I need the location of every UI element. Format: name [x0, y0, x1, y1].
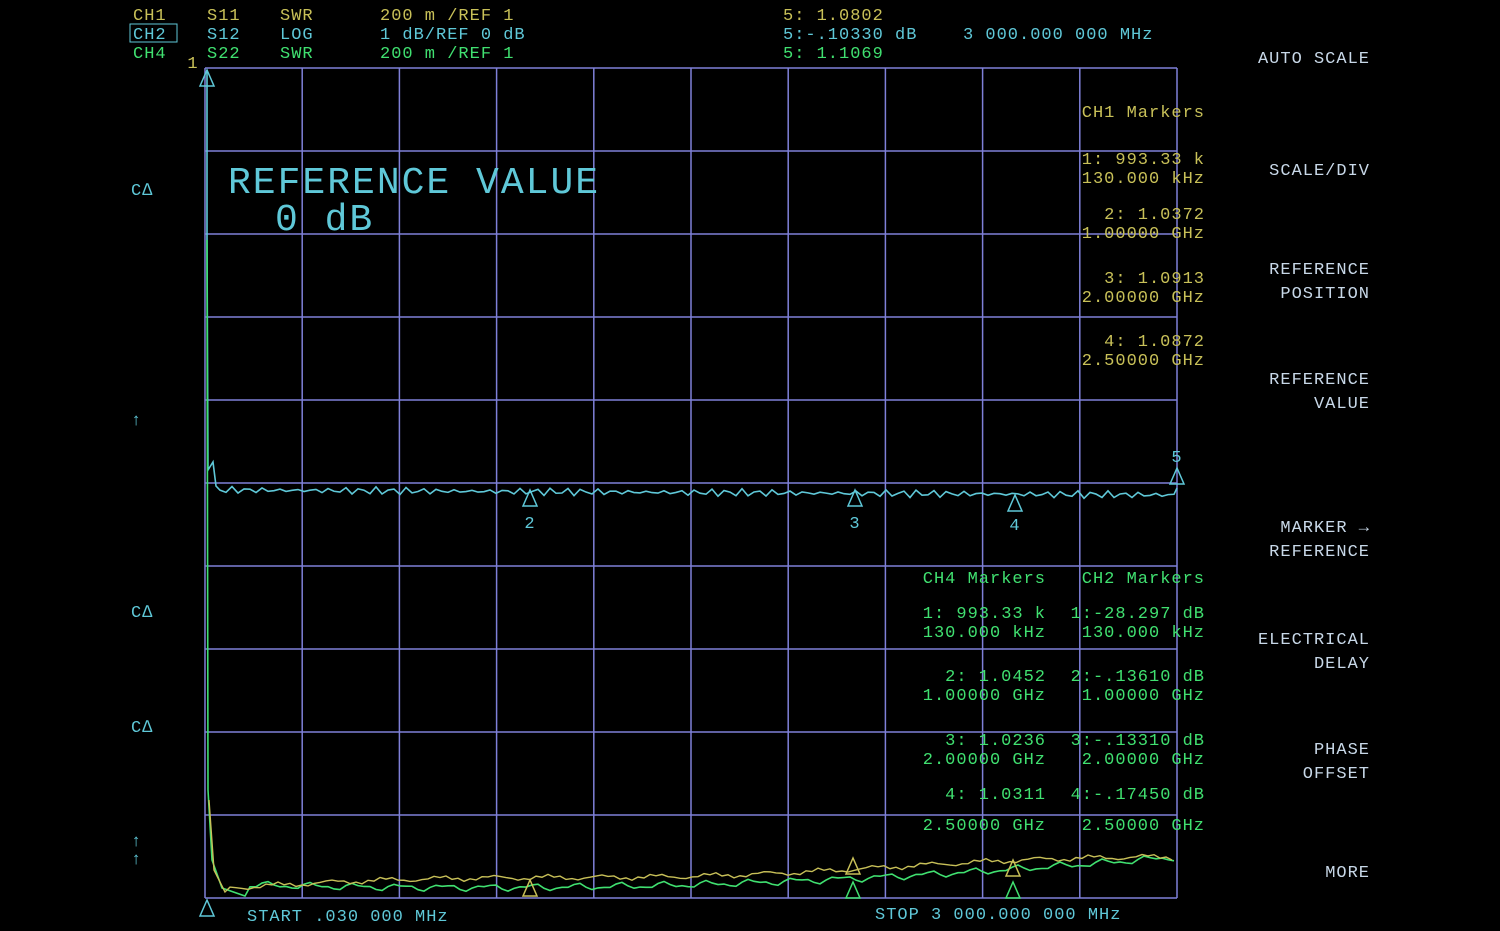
overlay-value: 0 dB	[275, 199, 374, 242]
softkey-label: MARKER →	[1280, 519, 1370, 538]
marker-entry: 1.00000 GHz	[923, 687, 1046, 706]
marker-entry: 2.50000 GHz	[923, 817, 1046, 836]
marker-table-title: CH1 Markers	[1082, 104, 1205, 123]
frequency-readout: 3 000.000 000 MHz	[963, 26, 1153, 45]
marker-triangle	[846, 488, 864, 507]
channel-setting: CH1	[133, 7, 167, 26]
left-label: C∆	[131, 182, 153, 201]
active-channel-box	[129, 23, 178, 43]
marker-triangle	[198, 68, 216, 87]
softkey-label: ELECTRICAL	[1258, 631, 1370, 650]
marker-entry: 3: 1.0913	[1104, 270, 1205, 289]
left-label: ↑	[131, 412, 142, 431]
trace-marker-label: 1	[187, 55, 198, 74]
marker-entry: 2.00000 GHz	[1082, 289, 1205, 308]
grid	[204, 67, 1178, 899]
marker-entry: 4:-.17450 dB	[1071, 786, 1205, 805]
softkey-area[interactable]	[1215, 30, 1385, 900]
channel-setting: SWR	[280, 7, 314, 26]
channel-setting: 200 m /REF 1	[380, 45, 514, 64]
marker-readout: 5:-.10330 dB	[783, 26, 917, 45]
marker-entry: 130.000 kHz	[923, 624, 1046, 643]
texts: CH1 S11 SWR 200 m /REF 1 CH2 S12 LOG 1 dB/REF 0…	[129, 7, 1385, 927]
marker-entry: 1:-28.297 dB	[1071, 605, 1205, 624]
marker-entry: 1.00000 GHz	[1082, 687, 1205, 706]
left-label: C∆	[131, 719, 153, 738]
softkey-label: POSITION	[1280, 285, 1370, 304]
marker-entry: 2: 1.0372	[1104, 206, 1205, 225]
marker-entry: 1: 993.33 k	[923, 605, 1046, 624]
marker-entry: 1: 993.33 k	[1082, 151, 1205, 170]
marker-readout: 5: 1.1069	[783, 45, 884, 64]
marker-table-title: CH4 Markers	[923, 570, 1046, 589]
softkey-label: OFFSET	[1303, 765, 1370, 784]
stop-frequency: STOP 3 000.000 000 MHz	[875, 906, 1121, 925]
marker-table-title: CH2 Markers	[1082, 570, 1205, 589]
marker-entry: 2: 1.0452	[945, 668, 1046, 687]
left-label: C∆	[131, 604, 153, 623]
trace-marker-label: 2	[524, 515, 535, 534]
marker-entry: 4: 1.0872	[1104, 333, 1205, 352]
marker-entry: 3:-.13310 dB	[1071, 732, 1205, 751]
marker-entry: 2.50000 GHz	[1082, 817, 1205, 836]
trace-marker-label: 3	[849, 515, 860, 534]
trace-marker-label: 4	[1009, 517, 1020, 536]
marker-entry: 3: 1.0236	[945, 732, 1046, 751]
marker-entry: 1.00000 GHz	[1082, 225, 1205, 244]
channel-setting: LOG	[280, 26, 314, 45]
softkey-label: REFERENCE	[1269, 261, 1370, 280]
marker-triangle	[1004, 880, 1022, 899]
marker-triangle	[1006, 493, 1024, 512]
marker-entry: 130.000 kHz	[1082, 170, 1205, 189]
softkey-label: REFERENCE	[1269, 543, 1370, 562]
channel-setting: 1 dB/REF 0 dB	[380, 26, 526, 45]
marker-entry: 2:-.13610 dB	[1071, 668, 1205, 687]
softkey-label: DELAY	[1314, 655, 1370, 674]
marker-triangle	[521, 878, 539, 897]
channel-setting: 200 m /REF 1	[380, 7, 514, 26]
start-frequency: START .030 000 MHz	[247, 908, 449, 927]
marker-entry: 2.50000 GHz	[1082, 352, 1205, 371]
marker-triangle	[198, 898, 216, 917]
marker-entry: 2.00000 GHz	[1082, 751, 1205, 770]
softkey-label: AUTO SCALE	[1258, 50, 1370, 69]
marker-triangle	[844, 856, 862, 875]
softkey-label: PHASE	[1314, 741, 1370, 760]
channel-setting: S12	[207, 26, 241, 45]
marker-entry: 2.00000 GHz	[923, 751, 1046, 770]
channel-setting: SWR	[280, 45, 314, 64]
left-label: ↑	[131, 851, 142, 870]
overlay-title: REFERENCE VALUE	[228, 162, 600, 205]
softkey-label: MORE	[1325, 864, 1370, 883]
marker-readout: 5: 1.0802	[783, 7, 884, 26]
left-label: ↑	[131, 833, 142, 852]
marker-triangle	[1168, 466, 1186, 485]
softkey-label: REFERENCE	[1269, 371, 1370, 390]
channel-setting: CH2	[133, 26, 167, 45]
channel-setting: CH4	[133, 45, 167, 64]
marker-triangle	[521, 488, 539, 507]
softkey-label: VALUE	[1314, 395, 1370, 414]
trace-marker-label: 5	[1171, 449, 1182, 468]
marker-entry: 130.000 kHz	[1082, 624, 1205, 643]
traces	[198, 68, 1186, 917]
softkey-label: SCALE/DIV	[1269, 162, 1370, 181]
marker-entry: 4: 1.0311	[945, 786, 1046, 805]
channel-setting: S22	[207, 45, 241, 64]
marker-triangle	[1004, 858, 1022, 877]
marker-triangle	[844, 880, 862, 899]
channel-setting: S11	[207, 7, 241, 26]
